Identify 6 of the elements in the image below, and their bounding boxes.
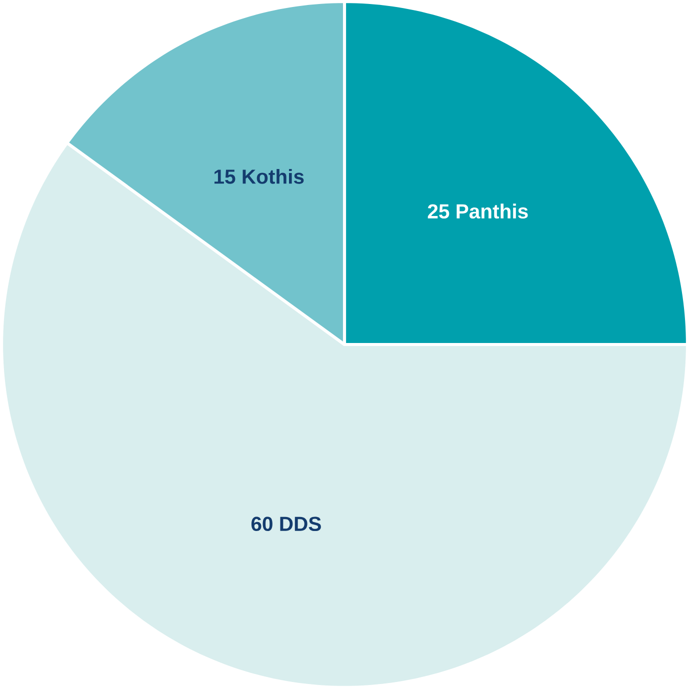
slice-label: Panthis bbox=[456, 204, 528, 219]
data-label: 15 bbox=[214, 170, 236, 184]
slice-label: Kothis bbox=[242, 168, 304, 184]
data-label: 60 bbox=[251, 516, 272, 532]
slice-label: DDS bbox=[280, 516, 321, 532]
data-label: 25 bbox=[428, 204, 450, 219]
